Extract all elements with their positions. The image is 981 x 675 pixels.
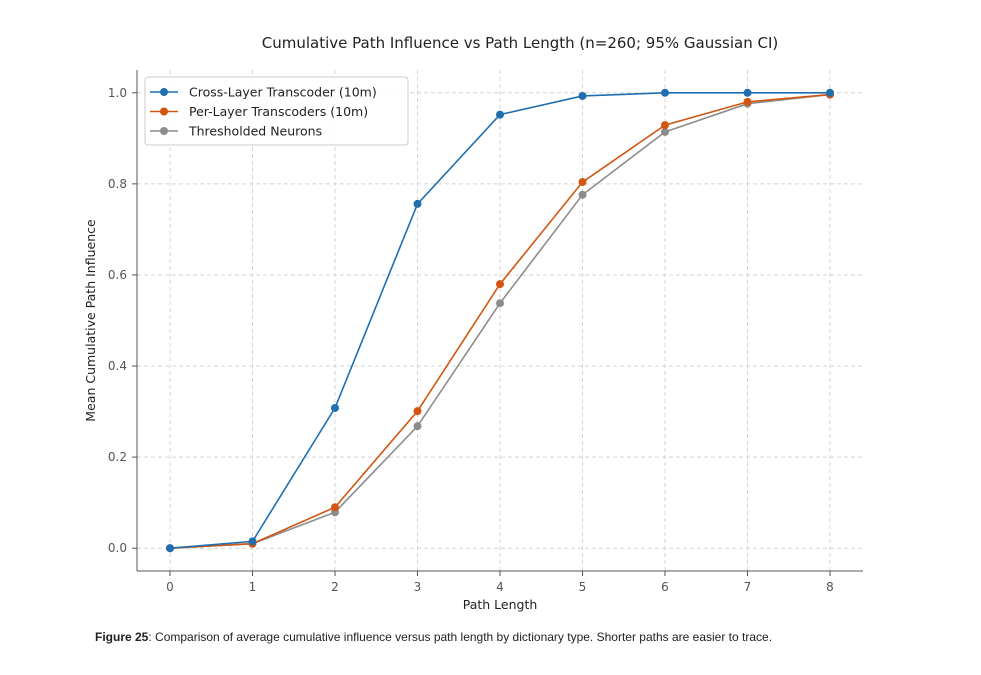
x-tick-label: 4 xyxy=(496,580,504,594)
data-point xyxy=(248,537,257,546)
data-point xyxy=(166,544,174,553)
data-point xyxy=(413,199,422,208)
legend-marker xyxy=(160,127,168,135)
data-point xyxy=(413,422,422,431)
data-point xyxy=(743,97,752,106)
x-tick-label: 7 xyxy=(744,580,752,594)
legend-marker xyxy=(160,107,168,116)
data-point xyxy=(826,88,834,97)
data-point xyxy=(578,91,587,100)
data-point xyxy=(496,280,504,289)
chart-title: Cumulative Path Influence vs Path Length… xyxy=(262,34,778,52)
y-tick-label: 0.4 xyxy=(108,359,127,373)
data-point xyxy=(331,503,339,512)
legend-marker xyxy=(160,88,168,96)
x-tick-label: 8 xyxy=(826,580,834,594)
figure-caption: Figure 25: Comparison of average cumulat… xyxy=(95,630,772,644)
data-point xyxy=(661,88,669,97)
legend-label: Cross-Layer Transcoder (10m) xyxy=(189,85,377,100)
y-tick-label: 1.0 xyxy=(108,86,127,100)
x-tick-label: 2 xyxy=(331,580,339,594)
x-tick-label: 0 xyxy=(166,580,174,594)
line-chart: Cumulative Path Influence vs Path Length… xyxy=(83,34,863,612)
data-point xyxy=(578,190,587,199)
y-tick-label: 0.0 xyxy=(108,541,127,555)
data-point xyxy=(743,88,752,97)
y-tick-label: 0.6 xyxy=(108,268,127,282)
legend-box xyxy=(144,76,409,146)
x-tick-label: 6 xyxy=(661,580,669,594)
data-point xyxy=(496,299,504,308)
legend-label: Per-Layer Transcoders (10m) xyxy=(189,104,368,119)
x-tick-label: 5 xyxy=(579,580,587,594)
x-tick-label: 3 xyxy=(414,580,422,594)
data-point xyxy=(578,178,587,187)
caption-text: : Comparison of average cumulative influ… xyxy=(148,630,773,644)
legend-label: Thresholded Neurons xyxy=(188,124,322,139)
x-axis-label: Path Length xyxy=(463,597,538,612)
data-point xyxy=(661,127,669,136)
y-tick-label: 0.8 xyxy=(108,177,127,191)
data-point xyxy=(331,403,339,412)
data-point xyxy=(661,121,669,130)
data-point xyxy=(413,407,422,416)
x-tick-label: 1 xyxy=(249,580,257,594)
y-axis-label: Mean Cumulative Path Influence xyxy=(83,219,98,422)
data-point xyxy=(496,110,504,119)
caption-label: Figure 25 xyxy=(95,630,149,644)
y-tick-label: 0.2 xyxy=(108,450,127,464)
